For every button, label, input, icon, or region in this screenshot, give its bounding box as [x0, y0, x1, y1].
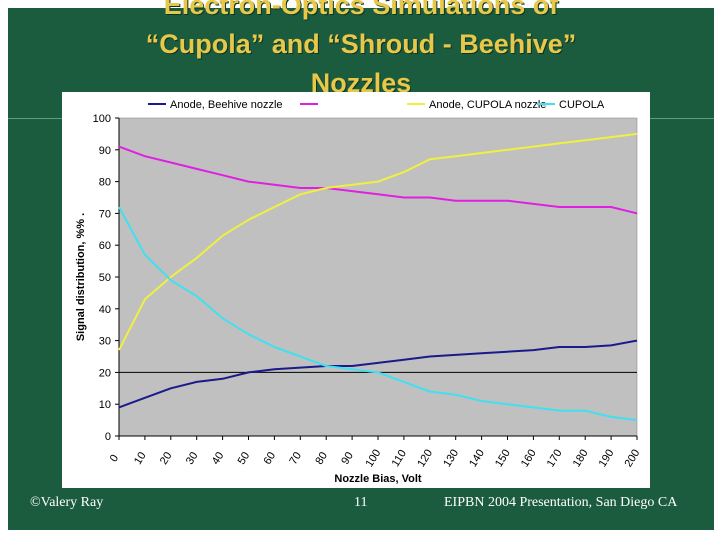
series-line-1 — [118, 339, 638, 409]
x-tick-label: 0 — [108, 453, 121, 465]
x-tick-label: 80 — [313, 450, 330, 467]
x-tick-label: 50 — [236, 450, 253, 467]
legend-label-4: CUPOLA — [559, 99, 605, 111]
x-tick-label: 40 — [210, 450, 227, 467]
x-tick-label: 90 — [339, 450, 356, 467]
x-axis-title: Nozzle Bias, Volt — [334, 473, 422, 485]
y-tick-label: 70 — [99, 208, 111, 220]
y-tick-label: 80 — [99, 177, 111, 189]
legend-label-3: Anode, CUPOLA nozzle — [429, 99, 546, 111]
footer-conference: EIPBN 2004 Presentation, San Diego CA — [444, 495, 678, 510]
y-tick-label: 10 — [99, 399, 111, 411]
y-tick-label: 60 — [99, 240, 111, 252]
y-tick-label: 50 — [99, 272, 111, 284]
y-tick-label: 0 — [105, 431, 111, 443]
plot-area — [118, 117, 638, 437]
y-tick-label: 40 — [99, 304, 111, 316]
series-line-2 — [118, 145, 638, 215]
series-line-3 — [118, 132, 638, 351]
y-tick-label: 100 — [93, 113, 111, 125]
footer-copyright: ©Valery Ray — [30, 495, 104, 510]
y-tick-label: 30 — [99, 336, 111, 348]
x-tick-label: 10 — [132, 450, 149, 467]
x-tick-label: 20 — [158, 450, 175, 467]
y-axis-title: Signal distribution, %% . — [75, 213, 87, 341]
x-tick-label: 70 — [287, 450, 304, 467]
title-line-2: “Cupola” and “Shroud - Beehive” — [145, 29, 577, 59]
x-tick-label: 30 — [184, 450, 201, 467]
y-tick-label: 20 — [99, 367, 111, 379]
signal-distribution-chart: 0 10 20 30 40 50 60 70 80 90 100 0 10 20 30 40 50 60 70 80 9… — [62, 92, 650, 488]
series-line-4 — [118, 206, 638, 422]
x-tick-label: 60 — [262, 450, 279, 467]
title-line-1: Electron-Optics Simulations of — [163, 0, 559, 20]
slide-title: Electron-Optics Simulations of “Cupola” … — [8, 0, 714, 103]
footer-page-number: 11 — [354, 495, 368, 510]
y-tick-label: 90 — [99, 145, 111, 157]
legend-label-1: Anode, Beehive nozzle — [170, 99, 283, 111]
